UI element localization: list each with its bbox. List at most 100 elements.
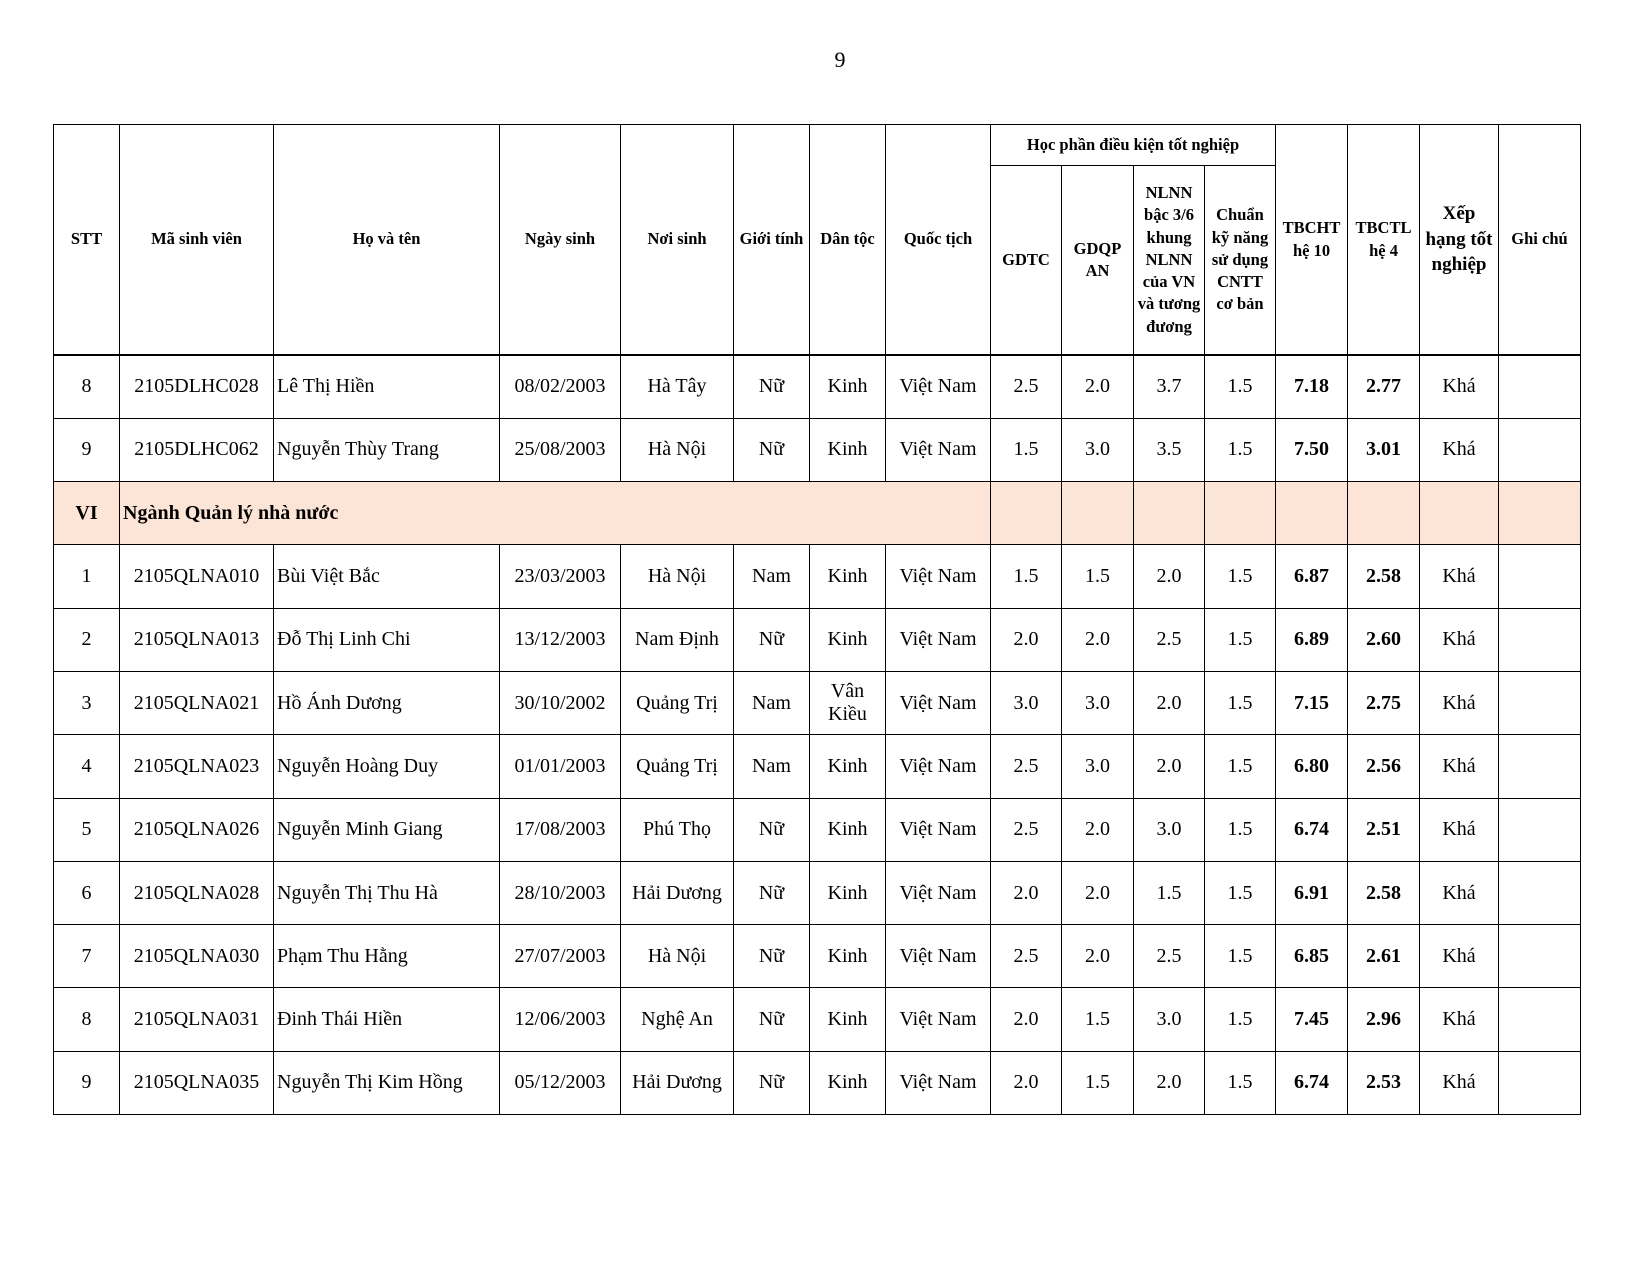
header-graduation-conditions: Học phần điều kiện tốt nghiệp <box>990 124 1276 166</box>
cell-stt: 5 <box>53 797 120 862</box>
header-gdtc: GDTC <box>990 165 1062 356</box>
header-gdqp: GDQP AN <box>1061 165 1134 356</box>
cell-tbctl: 2.56 <box>1347 734 1420 799</box>
cell-tbctl: 2.51 <box>1347 797 1420 862</box>
cell-stt: 7 <box>53 924 120 989</box>
cell-nlnn: 3.7 <box>1133 354 1205 419</box>
cell-tbcht: 6.85 <box>1275 924 1348 989</box>
cell-rank: Khá <box>1419 797 1499 862</box>
table-body: 8 2105DLHC028 Lê Thị Hiền 08/02/2003 Hà Tây N… <box>53 354 1581 1116</box>
cell-gender: Nam <box>733 544 810 609</box>
cell-gender: Nữ <box>733 607 810 672</box>
cell-tbcht: 6.87 <box>1275 544 1348 609</box>
cell-gdqp: 2.0 <box>1061 354 1134 419</box>
cell-full-name: Phạm Thu Hằng <box>273 924 500 989</box>
table-row: 6 2105QLNA028 Nguyễn Thị Thu Hà 28/10/2003 H… <box>53 860 1581 926</box>
cell-student-id: 2105QLNA031 <box>119 987 274 1052</box>
cell-tbcht: 6.89 <box>1275 607 1348 672</box>
cell-birthplace: Quảng Trị <box>620 670 734 736</box>
cell-gdtc: 2.0 <box>990 987 1062 1052</box>
cell-dob: 23/03/2003 <box>499 544 621 609</box>
cell-nlnn: 2.5 <box>1133 924 1205 989</box>
cell-student-id: 2105QLNA021 <box>119 670 274 736</box>
cell-birthplace: Quảng Trị <box>620 734 734 799</box>
cell-full-name: Nguyễn Hoàng Duy <box>273 734 500 799</box>
section-empty-cell <box>1347 481 1420 546</box>
cell-birthplace: Hà Nội <box>620 924 734 989</box>
cell-full-name: Đinh Thái Hiền <box>273 987 500 1052</box>
cell-rank: Khá <box>1419 544 1499 609</box>
table-row: 1 2105QLNA010 Bùi Việt Bắc 23/03/2003 Hà Nội… <box>53 544 1581 609</box>
cell-birthplace: Nghệ An <box>620 987 734 1052</box>
cell-tbcht: 6.74 <box>1275 797 1348 862</box>
cell-ethnicity: Vân Kiều <box>809 670 886 736</box>
cell-student-id: 2105QLNA035 <box>119 1050 274 1116</box>
cell-cntt: 1.5 <box>1204 734 1276 799</box>
section-empty-cell <box>1061 481 1134 546</box>
cell-rank: Khá <box>1419 417 1499 483</box>
table-row: 8 2105DLHC028 Lê Thị Hiền 08/02/2003 Hà Tây N… <box>53 354 1581 419</box>
cell-nationality: Việt Nam <box>885 670 991 736</box>
cell-tbctl: 2.53 <box>1347 1050 1420 1116</box>
header-ethnicity: Dân tộc <box>809 124 886 356</box>
header-note: Ghi chú <box>1498 124 1581 356</box>
cell-gdtc: 1.5 <box>990 417 1062 483</box>
section-number: VI <box>53 481 120 546</box>
cell-birthplace: Nam Định <box>620 607 734 672</box>
cell-dob: 08/02/2003 <box>499 354 621 419</box>
cell-cntt: 1.5 <box>1204 797 1276 862</box>
cell-gender: Nữ <box>733 797 810 862</box>
section-empty-cell <box>1419 481 1499 546</box>
cell-nlnn: 2.5 <box>1133 607 1205 672</box>
table-row: 9 2105DLHC062 Nguyễn Thùy Trang 25/08/2003 H… <box>53 417 1581 483</box>
header-student-id: Mã sinh viên <box>119 124 274 356</box>
graduation-table: STT Mã sinh viên Họ và tên Ngày sinh Nơi… <box>53 124 1581 1116</box>
cell-gdqp: 2.0 <box>1061 797 1134 862</box>
cell-gdtc: 2.5 <box>990 924 1062 989</box>
cell-ethnicity: Kinh <box>809 860 886 926</box>
cell-cntt: 1.5 <box>1204 1050 1276 1116</box>
cell-note <box>1498 607 1581 672</box>
cell-gdqp: 1.5 <box>1061 1050 1134 1116</box>
cell-dob: 17/08/2003 <box>499 797 621 862</box>
cell-cntt: 1.5 <box>1204 924 1276 989</box>
cell-student-id: 2105QLNA030 <box>119 924 274 989</box>
cell-student-id: 2105DLHC028 <box>119 354 274 419</box>
cell-cntt: 1.5 <box>1204 860 1276 926</box>
cell-note <box>1498 670 1581 736</box>
cell-cntt: 1.5 <box>1204 354 1276 419</box>
table-header: STT Mã sinh viên Họ và tên Ngày sinh Nơi… <box>53 124 1581 356</box>
cell-gender: Nữ <box>733 987 810 1052</box>
cell-student-id: 2105QLNA010 <box>119 544 274 609</box>
section-empty-cell <box>1204 481 1276 546</box>
cell-ethnicity: Kinh <box>809 1050 886 1116</box>
cell-dob: 05/12/2003 <box>499 1050 621 1116</box>
cell-gdtc: 2.0 <box>990 860 1062 926</box>
cell-rank: Khá <box>1419 607 1499 672</box>
cell-note <box>1498 987 1581 1052</box>
header-birthplace: Nơi sinh <box>620 124 734 356</box>
cell-stt: 1 <box>53 544 120 609</box>
cell-nationality: Việt Nam <box>885 354 991 419</box>
cell-nationality: Việt Nam <box>885 607 991 672</box>
cell-student-id: 2105QLNA013 <box>119 607 274 672</box>
cell-note <box>1498 734 1581 799</box>
header-stt: STT <box>53 124 120 356</box>
cell-ethnicity: Kinh <box>809 544 886 609</box>
cell-stt: 4 <box>53 734 120 799</box>
cell-full-name: Nguyễn Minh Giang <box>273 797 500 862</box>
section-empty-cell <box>1275 481 1348 546</box>
cell-birthplace: Hà Nội <box>620 417 734 483</box>
cell-gdtc: 2.0 <box>990 1050 1062 1116</box>
cell-gdtc: 2.5 <box>990 354 1062 419</box>
cell-nationality: Việt Nam <box>885 987 991 1052</box>
cell-gender: Nữ <box>733 924 810 989</box>
cell-gdqp: 3.0 <box>1061 417 1134 483</box>
cell-gender: Nữ <box>733 1050 810 1116</box>
cell-cntt: 1.5 <box>1204 670 1276 736</box>
cell-stt: 9 <box>53 417 120 483</box>
cell-cntt: 1.5 <box>1204 417 1276 483</box>
cell-birthplace: Hải Dương <box>620 860 734 926</box>
cell-tbcht: 7.15 <box>1275 670 1348 736</box>
cell-dob: 01/01/2003 <box>499 734 621 799</box>
